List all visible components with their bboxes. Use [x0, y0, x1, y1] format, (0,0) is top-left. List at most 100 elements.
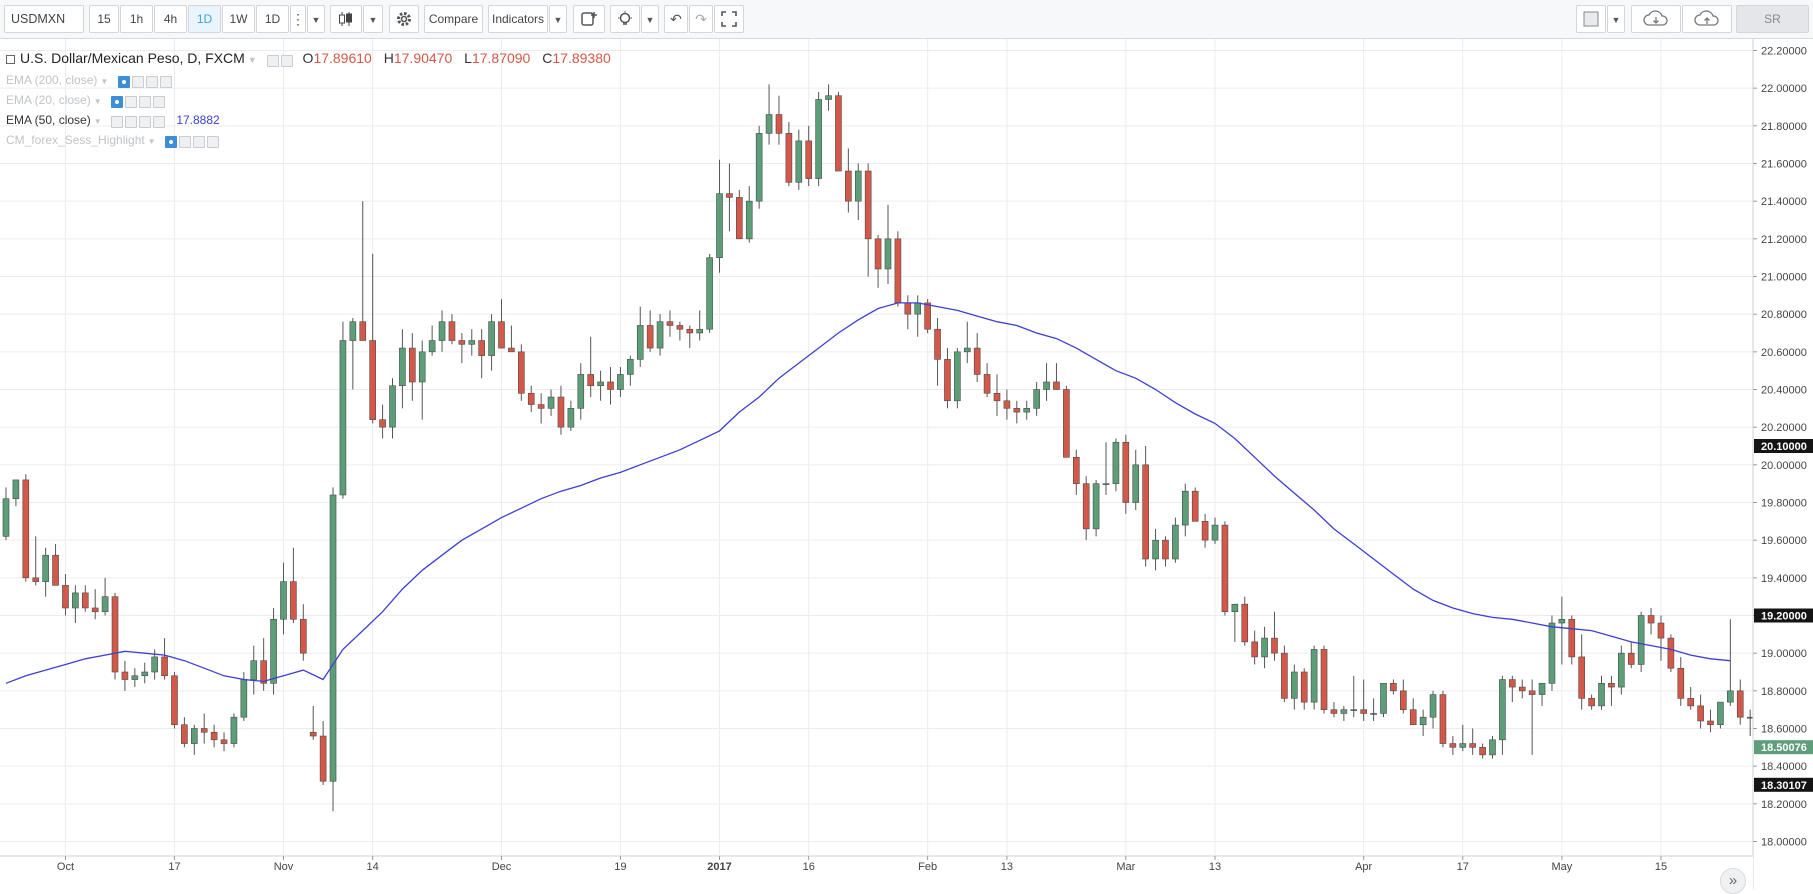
close-icon[interactable]	[207, 135, 219, 148]
price-label-bg	[1754, 740, 1813, 755]
study-session-highlight[interactable]: CM_forex_Sess_Highlight ▼	[6, 133, 221, 148]
candle-body-up	[1112, 441, 1120, 484]
candle-body-down	[171, 675, 178, 726]
price-tick-label: 19.40000	[1761, 573, 1807, 585]
candle	[1221, 521, 1229, 616]
indicators-dropdown[interactable]: ▼	[549, 5, 567, 33]
ohlc-open: O17.89610	[302, 50, 372, 66]
candle	[250, 645, 258, 695]
candle-body-down	[1687, 698, 1694, 707]
candle-type-icon	[339, 12, 352, 26]
time-axis-bg	[0, 856, 1753, 889]
save-chart-button[interactable]	[1682, 5, 1732, 33]
compare-button[interactable]: Compare	[424, 5, 483, 33]
study-menu-icon[interactable]: ▼	[100, 77, 109, 86]
settings-small-icon[interactable]	[124, 115, 137, 128]
interval-1w-button[interactable]: 1W	[222, 5, 255, 33]
ideas-button[interactable]	[610, 5, 640, 33]
candle-body-down	[1400, 690, 1407, 710]
legend-collapse-icon[interactable]	[6, 54, 15, 64]
candle	[290, 547, 297, 624]
indicators-button[interactable]: Indicators	[488, 5, 548, 33]
candle	[428, 325, 436, 356]
candle-body-up	[418, 351, 426, 383]
fullscreen-button[interactable]	[714, 5, 744, 33]
hide-small-icon[interactable]	[110, 115, 123, 128]
candle	[418, 340, 426, 420]
eye-icon[interactable]	[117, 75, 130, 88]
candle-body-down	[458, 340, 466, 345]
cloud-save-icon	[1694, 10, 1719, 26]
redo-button[interactable]: ↷	[689, 5, 713, 33]
study-menu-icon[interactable]: ▼	[93, 117, 102, 126]
candle-body-down	[1509, 679, 1516, 688]
settings-small-icon[interactable]	[266, 54, 279, 67]
candle	[1300, 668, 1308, 710]
settings-small-icon[interactable]	[179, 135, 191, 148]
candle-body-down	[1063, 389, 1070, 458]
interval-1d-button[interactable]: 1D	[188, 5, 221, 33]
interval-15-button[interactable]: 15	[89, 5, 119, 33]
candle	[42, 547, 49, 597]
candle-body-up	[1102, 483, 1110, 485]
chart-area[interactable]: 22.20000 22.00000 21.80000 21.60000 21.40000…	[0, 39, 1813, 894]
candle-body-up	[1538, 682, 1546, 695]
chart-color-dropdown[interactable]: ▼	[1607, 5, 1625, 33]
undo-button[interactable]: ↶	[664, 5, 688, 33]
settings-small-icon[interactable]	[124, 95, 137, 108]
settings-button[interactable]	[389, 5, 419, 33]
study-ema-20[interactable]: EMA (20, close) ▼	[6, 93, 167, 108]
candle	[1608, 675, 1615, 706]
plus-icon[interactable]	[145, 75, 158, 88]
study-menu-icon[interactable]: ▼	[147, 137, 156, 146]
candle	[438, 310, 446, 352]
eye-icon[interactable]	[110, 95, 123, 108]
chart-style-dropdown[interactable]: ▼	[363, 5, 383, 33]
hide-small-icon[interactable]	[280, 54, 293, 67]
candle-body-down	[309, 731, 317, 737]
candle-body-down	[835, 95, 842, 172]
close-icon[interactable]	[152, 115, 165, 128]
settings-small-icon[interactable]	[131, 75, 144, 88]
load-chart-button[interactable]	[1631, 5, 1681, 33]
chart-style-button[interactable]	[330, 5, 362, 33]
series-title[interactable]: U.S. Dollar/Mexican Peso, D, FXCM	[20, 50, 245, 66]
study-ema-50[interactable]: EMA (50, close) ▼ 17.8882	[6, 113, 220, 128]
chart-color-button[interactable]	[1576, 5, 1606, 33]
more-intervals-button[interactable]: ⋮	[290, 5, 306, 33]
cloud-load-icon	[1643, 10, 1668, 26]
candle	[72, 585, 79, 624]
candle-body-down	[1449, 743, 1457, 748]
interval-4h-button[interactable]: 4h	[154, 5, 187, 33]
study-ema-200[interactable]: EMA (200, close) ▼	[6, 73, 174, 88]
alert-button[interactable]	[573, 5, 605, 33]
plus-icon[interactable]	[193, 135, 205, 148]
candle	[1409, 698, 1417, 726]
close-icon[interactable]	[152, 95, 165, 108]
price-label-text: 20.10000	[1761, 441, 1807, 453]
candle	[518, 344, 525, 401]
saved-layout-button[interactable]: SR	[1736, 5, 1809, 33]
price-chart[interactable]: 22.20000 22.00000 21.80000 21.60000 21.40000…	[0, 39, 1813, 889]
plus-icon[interactable]	[138, 95, 151, 108]
candle	[339, 321, 347, 499]
eye-icon[interactable]	[165, 135, 177, 148]
interval-dropdown-button[interactable]: ▼	[307, 5, 325, 33]
symbol-search-input[interactable]: USDMXN	[4, 5, 84, 33]
candle	[1618, 645, 1625, 695]
time-tick-label: 17	[1457, 861, 1469, 873]
ema-50-line	[5, 302, 1731, 684]
plus-icon[interactable]	[138, 115, 151, 128]
candle	[101, 577, 109, 616]
candle-body-down	[587, 374, 594, 387]
interval-1d-custom-button[interactable]: 1D	[256, 5, 289, 33]
series-menu-icon[interactable]: ▼	[247, 55, 257, 65]
close-icon[interactable]	[159, 75, 172, 88]
scroll-to-realtime-button[interactable]: »	[1720, 868, 1746, 894]
interval-1h-button[interactable]: 1h	[120, 5, 153, 33]
candle	[1697, 694, 1704, 729]
candle	[954, 348, 961, 409]
candle	[488, 314, 495, 371]
ideas-dropdown[interactable]: ▼	[641, 5, 659, 33]
study-menu-icon[interactable]: ▼	[93, 97, 102, 106]
